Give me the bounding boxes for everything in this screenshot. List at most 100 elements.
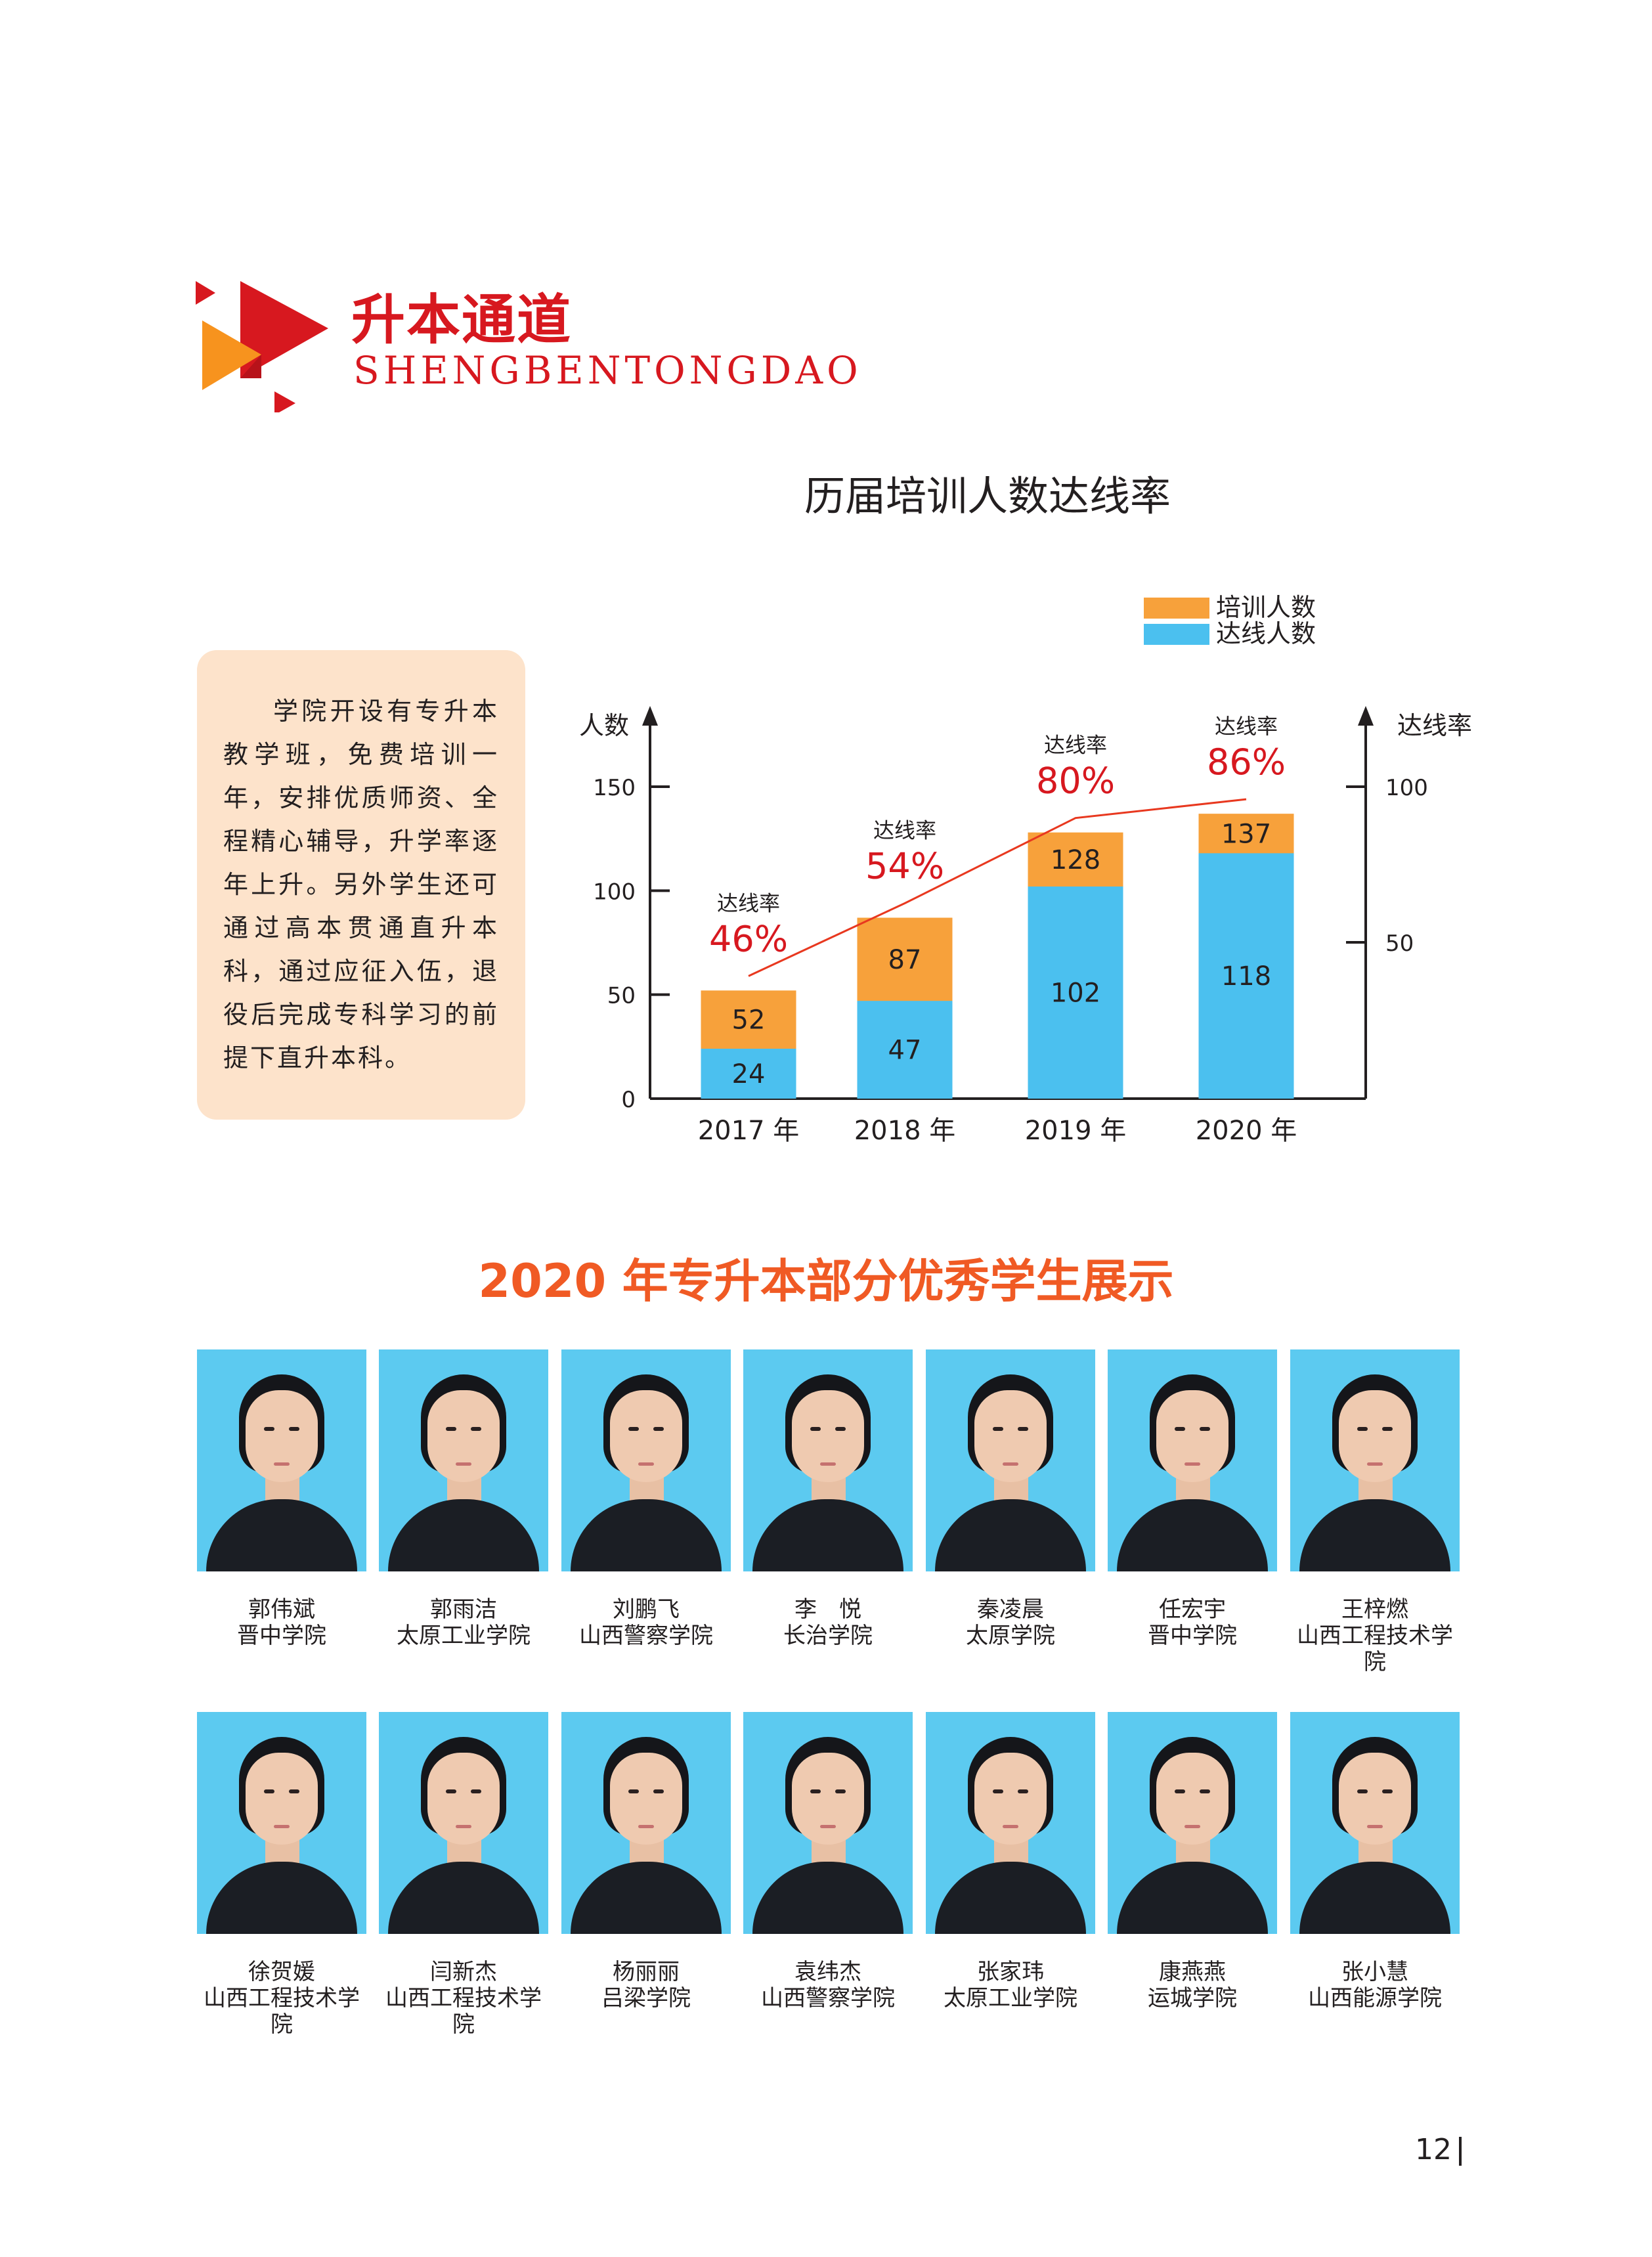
portrait-mouth	[1185, 1825, 1200, 1828]
student-card: 李 悦长治学院	[743, 1349, 913, 1649]
student-card: 秦凌晨 太原学院	[926, 1349, 1095, 1649]
portrait-face	[792, 1753, 864, 1845]
student-school: 太原工业学院	[397, 1623, 531, 1649]
rate-value: 46%	[709, 918, 788, 959]
gallery-title: 2020 年专升本部分优秀学生展示	[478, 1254, 1174, 1308]
bar-label-trained: 137	[1221, 819, 1271, 849]
portrait-eye	[1357, 1427, 1368, 1431]
portrait-eye	[289, 1427, 299, 1431]
rate-value: 80%	[1036, 760, 1115, 802]
student-card: 杨丽丽 吕梁学院	[561, 1712, 731, 2011]
portrait-eye	[628, 1427, 639, 1431]
portrait-eye	[289, 1789, 299, 1793]
bar-passed	[857, 1001, 953, 1099]
bar-label-trained: 87	[888, 945, 922, 975]
portrait-eye	[1382, 1427, 1393, 1431]
bar-label-trained: 128	[1051, 845, 1100, 875]
student-name: 康燕燕	[1159, 1959, 1226, 1985]
portrait-mouth	[638, 1462, 654, 1466]
student-card: 刘鹏飞 山西警察学院	[561, 1349, 731, 1649]
portrait-eye	[1018, 1789, 1028, 1793]
student-name: 张小慧	[1341, 1959, 1408, 1985]
student-card: 张家玮 太原工业学院	[926, 1712, 1095, 2011]
info-box: 学院开设有专升本教学班，免费培训一年，安排优质师资、全程精心辅导，升学率逐年上升…	[197, 650, 525, 1120]
portrait-eye	[471, 1427, 481, 1431]
portrait-mouth	[274, 1825, 290, 1828]
student-photo	[743, 1349, 913, 1571]
portrait-mouth	[638, 1825, 654, 1828]
student-school: 运城学院	[1148, 1985, 1237, 2011]
student-card: 郭伟斌 晋中学院	[197, 1349, 366, 1649]
x-tick-label: 2017 年	[698, 1116, 800, 1146]
student-card: 闫新杰 山西工程技术学院	[379, 1712, 548, 2038]
rate-caption: 达线率	[717, 890, 780, 915]
portrait-eye	[810, 1789, 821, 1793]
portrait-eye	[993, 1789, 1003, 1793]
student-card: 张小慧 山西能源学院	[1290, 1712, 1460, 2011]
student-name: 徐贺媛	[248, 1959, 315, 1985]
x-tick-label: 2018 年	[854, 1116, 956, 1146]
y-axis-right-arrow	[1358, 706, 1374, 726]
student-school: 晋中学院	[237, 1623, 326, 1649]
student-name: 任宏宇	[1159, 1596, 1226, 1623]
portrait-mouth	[274, 1462, 290, 1466]
page-number: 12	[1415, 2133, 1452, 2166]
portrait-eye	[653, 1789, 664, 1793]
portrait-body	[571, 1862, 722, 1934]
student-photo	[561, 1349, 731, 1571]
student-school: 山西工程技术学院	[385, 1985, 542, 2038]
portrait-mouth	[1003, 1825, 1018, 1828]
portrait-face	[246, 1753, 318, 1845]
student-photo	[379, 1349, 548, 1571]
x-tick-label: 2020 年	[1196, 1116, 1297, 1146]
portrait-body	[388, 1862, 539, 1934]
bar-label-passed: 102	[1051, 978, 1100, 1009]
portrait-eye	[1018, 1427, 1028, 1431]
portrait-eye	[628, 1789, 639, 1793]
student-school: 吕梁学院	[601, 1985, 691, 2011]
portrait-eye	[1357, 1789, 1368, 1793]
portrait-body	[935, 1499, 1086, 1571]
legend-swatch	[1144, 598, 1209, 619]
student-school: 太原学院	[966, 1623, 1055, 1649]
rate-value: 86%	[1207, 741, 1286, 783]
student-school: 山西警察学院	[579, 1623, 713, 1649]
rate-line	[748, 798, 1247, 977]
portrait-body	[1299, 1862, 1450, 1934]
y-axis-left-arrow	[642, 706, 658, 726]
student-photo	[1108, 1712, 1277, 1934]
portrait-face	[792, 1390, 864, 1482]
student-photo	[1290, 1349, 1460, 1571]
student-name: 刘鹏飞	[613, 1596, 680, 1623]
legend-swatch	[1144, 624, 1209, 645]
bar-passed	[1198, 853, 1294, 1099]
chart-axes: 人数 0 50 100 150 达线率 50 100	[579, 706, 1472, 1113]
portrait-eye	[1382, 1789, 1393, 1793]
bar-label-passed: 47	[888, 1036, 922, 1066]
student-name: 郭伟斌	[248, 1596, 315, 1623]
portrait-eye	[993, 1427, 1003, 1431]
x-tick-label: 2019 年	[1025, 1116, 1127, 1146]
portrait-face	[1339, 1753, 1411, 1845]
student-photo	[561, 1712, 731, 1934]
student-name: 闫新杰	[430, 1959, 497, 1985]
student-name: 秦凌晨	[977, 1596, 1044, 1623]
portrait-eye	[446, 1427, 456, 1431]
portrait-eye	[471, 1789, 481, 1793]
portrait-body	[1117, 1862, 1268, 1934]
portrait-body	[388, 1499, 539, 1571]
page-number-divider	[1459, 2137, 1462, 2166]
student-card: 徐贺媛 山西工程技术学院	[197, 1712, 366, 2038]
legend-label: 达线人数	[1216, 619, 1316, 648]
y-axis-label-left: 人数	[579, 711, 629, 740]
student-name: 王梓燃	[1341, 1596, 1408, 1623]
student-card: 王梓燃 山西工程技术学院	[1290, 1349, 1460, 1675]
portrait-eye	[653, 1427, 664, 1431]
portrait-eye	[810, 1427, 821, 1431]
section-title: 升本通道	[351, 289, 573, 351]
y-tick-label-left: 150	[593, 775, 636, 801]
portrait-body	[935, 1862, 1086, 1934]
portrait-mouth	[1367, 1462, 1383, 1466]
brand-logo-icon	[196, 281, 328, 412]
